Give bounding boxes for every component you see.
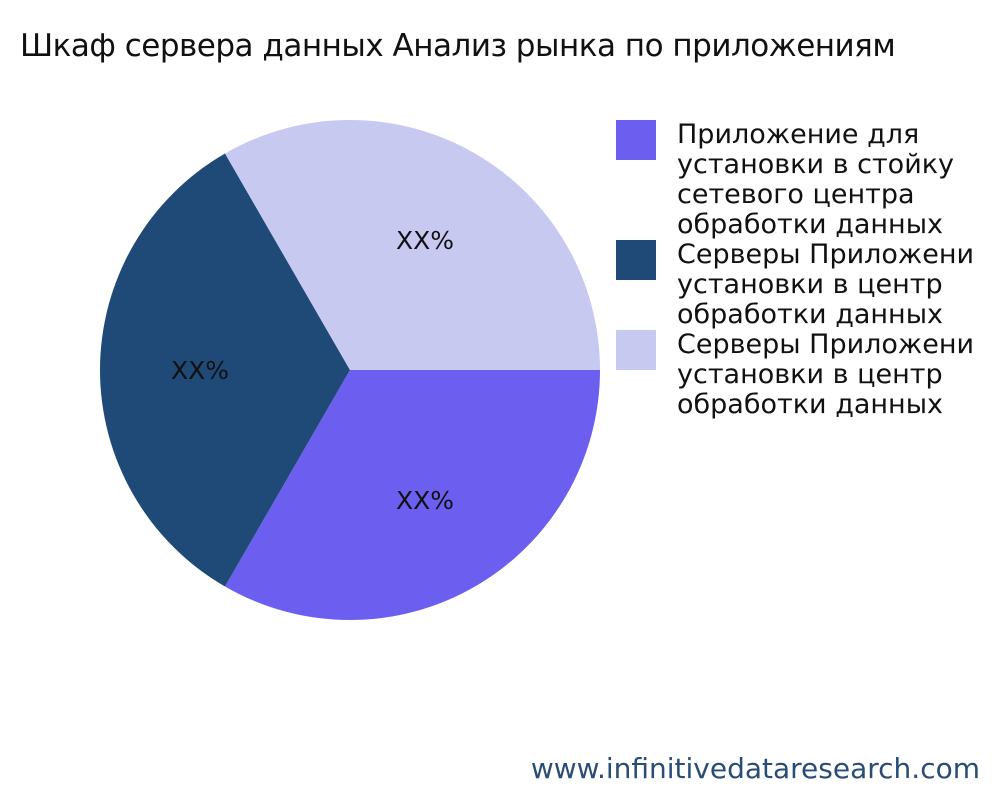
legend-label-line: установки в центр — [677, 269, 943, 300]
legend-swatch — [616, 330, 656, 370]
legend-item-1[interactable]: Приложение для установки в стойку сетевого… — [616, 120, 1000, 240]
pie-slice-3[interactable] — [225, 119, 600, 370]
legend-label-line: обработки данных — [677, 209, 944, 240]
legend-label-line: обработки данных — [677, 389, 944, 420]
legend-label-line: Приложение для — [677, 120, 920, 150]
legend-label: Серверы Приложени установки в центр обрабо… — [677, 330, 1000, 420]
pie-slice-label-3: XX% — [396, 226, 454, 255]
legend-label-line: Серверы Приложени — [677, 239, 975, 270]
legend-label-line: Серверы Приложени — [677, 329, 975, 360]
pie-slice-label-2: XX% — [171, 356, 229, 385]
legend-label-line: установки в стойку — [677, 149, 955, 180]
chart-title: Шкаф сервера данных Анализ рынка по прил… — [20, 28, 896, 64]
legend-label-line: обработки данных — [677, 299, 944, 330]
pie-slice-1[interactable] — [225, 370, 600, 620]
legend-label: Приложение для установки в стойку сетевого… — [677, 120, 1000, 240]
legend: Приложение для установки в стойку сетевого… — [616, 120, 1000, 420]
legend-label: Серверы Приложени установки в центр обрабо… — [677, 240, 1000, 330]
legend-swatch — [616, 240, 656, 280]
legend-swatch — [616, 120, 656, 160]
legend-label-line: сетевого центра — [677, 179, 915, 210]
legend-item-3[interactable]: Серверы Приложени установки в центр обрабо… — [616, 330, 1000, 420]
legend-label-line: установки в центр — [677, 359, 943, 390]
footer-url[interactable]: www.infinitivedataresearch.com — [530, 752, 980, 785]
legend-item-2[interactable]: Серверы Приложени установки в центр обрабо… — [616, 240, 1000, 330]
pie-slice-label-1: XX% — [396, 486, 454, 515]
